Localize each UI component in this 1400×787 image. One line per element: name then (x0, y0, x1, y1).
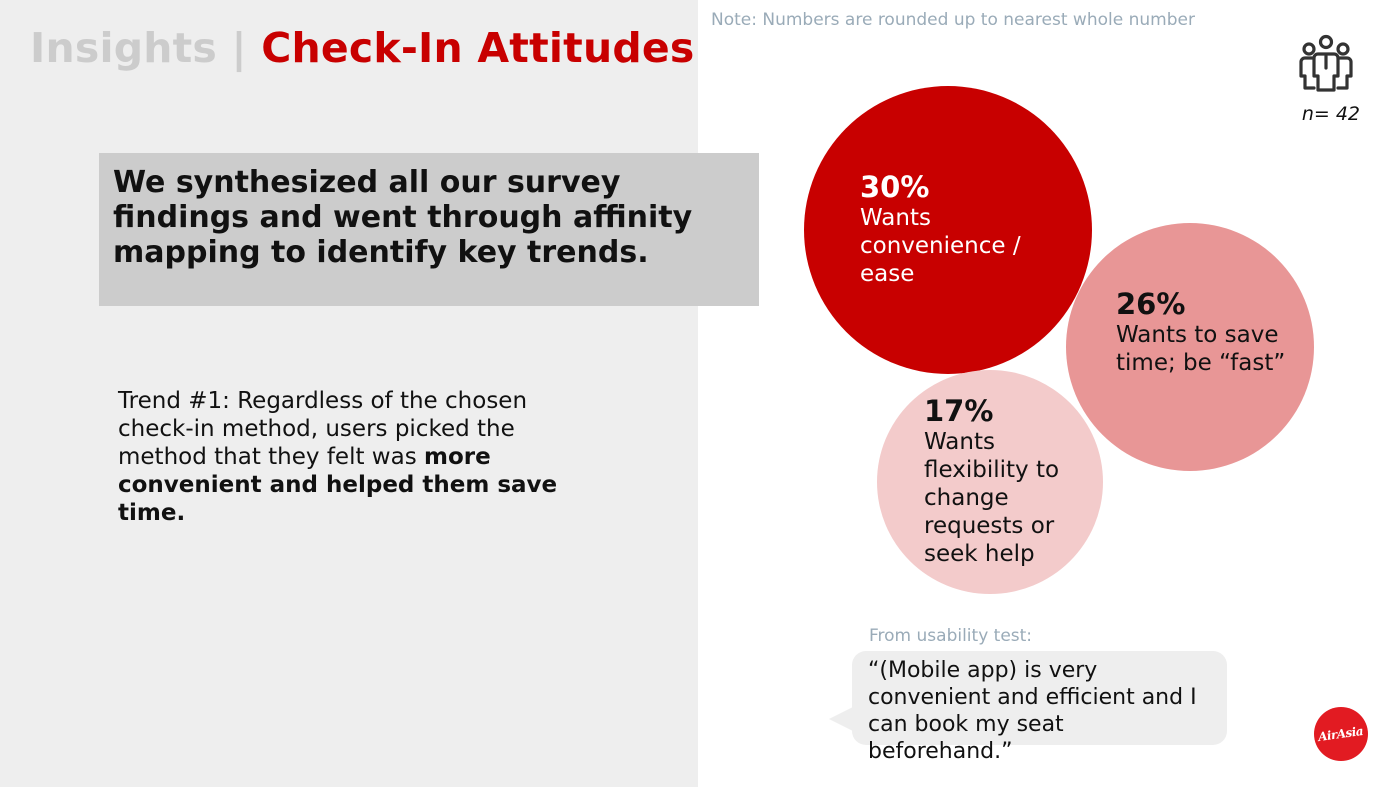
trend-text-regular: Trend #1: Regardless of the chosen check… (118, 388, 528, 470)
bubble-save-time: 26% Wants to save time; be “fast” (1066, 223, 1314, 471)
quote-speech-bubble: “(Mobile app) is very convenient and eff… (852, 651, 1227, 764)
summary-text: We synthesized all our survey findings a… (113, 165, 693, 270)
bubble-percent: 26% (1116, 287, 1186, 321)
bubble-percent: 17% (924, 394, 994, 428)
people-group-icon (1299, 34, 1353, 92)
sample-size-label: n= 42 (1301, 103, 1360, 125)
bubble-convenience: 30% Wants convenience / ease (804, 86, 1092, 374)
bubble-description: Wants flexibility to change requests or … (924, 429, 1060, 567)
bubble-percent: 30% (860, 170, 930, 204)
rounding-note: Note: Numbers are rounded up to nearest … (711, 10, 1195, 30)
speech-bubble-tail (829, 707, 853, 731)
title-main: Check-In Attitudes (261, 24, 695, 72)
logo-text: AirAsia (1317, 723, 1365, 745)
bubble-description: Wants to save time; be “fast” (1116, 322, 1286, 376)
bubble-flexibility: 17% Wants flexibility to change requests… (877, 370, 1103, 594)
quote-source-label: From usability test: (869, 626, 1033, 646)
airasia-logo: AirAsia (1314, 707, 1368, 761)
title-prefix: Insights | (30, 24, 247, 72)
page-title: Insights | Check-In Attitudes (30, 24, 695, 72)
trend-text-bold: more convenient and helped them save tim… (118, 444, 558, 526)
summary-box: We synthesized all our survey findings a… (99, 153, 759, 306)
trend-text: Trend #1: Regardless of the chosen check… (118, 387, 598, 527)
left-panel (0, 0, 698, 787)
quote-text: “(Mobile app) is very convenient and eff… (868, 658, 1197, 764)
bubble-description: Wants convenience / ease (860, 205, 1021, 287)
